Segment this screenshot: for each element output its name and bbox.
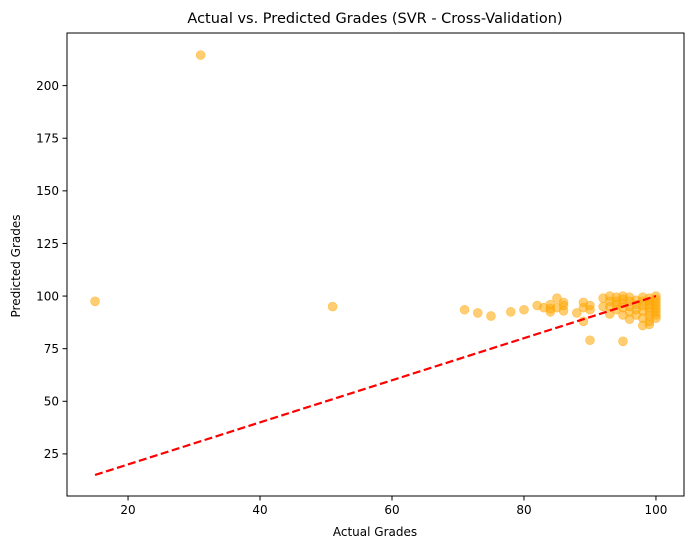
data-point [195, 50, 206, 60]
y-tick-label: 25 [44, 447, 59, 461]
data-point [486, 311, 496, 321]
data-point [618, 336, 628, 347]
plot-area: 20 40 60 80 100 25 50 75 100 125 150 175 200 [36, 32, 685, 517]
x-tick-label: 40 [252, 503, 267, 517]
data-point [651, 313, 661, 323]
data-point [327, 301, 338, 312]
data-point [644, 319, 655, 330]
reference-line [94, 295, 657, 477]
x-tick-label: 100 [645, 503, 668, 517]
y-axis-label: Predicted Grades [9, 215, 23, 318]
data-point [459, 304, 470, 315]
data-point [519, 304, 529, 315]
data-point [585, 304, 595, 315]
data-point [472, 308, 483, 318]
plot-frame [66, 32, 685, 497]
x-axis-label: Actual Grades [333, 525, 417, 539]
y-tick-label: 50 [44, 395, 59, 409]
y-tick-label: 75 [44, 342, 59, 356]
data-point [571, 308, 582, 318]
y-tick-label: 125 [36, 237, 59, 251]
y-tick-label: 100 [36, 289, 59, 303]
data-point [585, 335, 595, 346]
y-tick-label: 150 [36, 184, 59, 198]
chart-title: Actual vs. Predicted Grades (SVR - Cross… [187, 11, 562, 27]
y-tick-label: 200 [36, 79, 59, 93]
data-point [90, 296, 100, 307]
x-tick-label: 60 [384, 503, 399, 517]
data-point [505, 307, 516, 317]
x-tick-label: 80 [516, 503, 531, 517]
data-point [558, 300, 569, 311]
x-tick-label: 20 [120, 503, 135, 517]
y-tick-label: 175 [36, 132, 59, 146]
